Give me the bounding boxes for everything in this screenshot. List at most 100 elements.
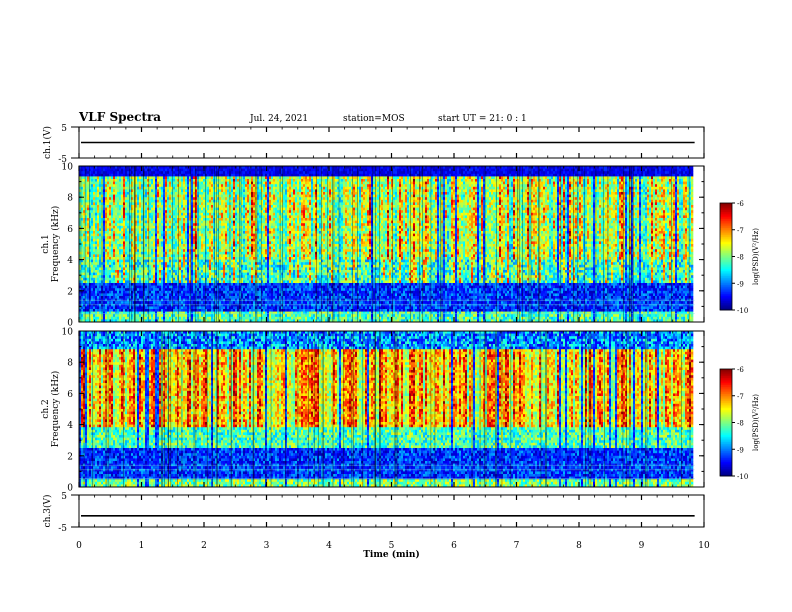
ch1-spec-cell [147, 249, 150, 253]
ch1-spec-cell [85, 220, 88, 224]
ch1-spec-cell [113, 168, 116, 172]
ch1-spec-cell [117, 197, 120, 201]
ch1-spec-cell [145, 316, 148, 320]
ch1-spec-cell [193, 319, 196, 323]
ch1-spec-cell [163, 168, 166, 172]
ch1-spec-cell [89, 176, 92, 180]
ch1-spec-cell [239, 231, 242, 234]
ch1-spec-cell [135, 277, 138, 281]
ch1-spec-cell [171, 285, 174, 289]
ch1-spec-cell [79, 285, 82, 289]
ch1-spec-cell [193, 186, 196, 190]
ch1-spec-cell [213, 259, 216, 263]
ch1-spec-cell [119, 283, 122, 286]
ch1-spec-cell [227, 262, 230, 266]
ch1-spec-cell [129, 199, 132, 203]
ch1-spec-cell [157, 319, 160, 323]
ch1-spec-cell [181, 199, 184, 203]
ch1-spec-cell [199, 257, 202, 260]
ch1-spec-cell [237, 194, 240, 198]
ch1-spec-cell [237, 270, 240, 273]
ch1-spec-cell [239, 257, 242, 260]
ch1-spec-cell [91, 210, 94, 214]
ch1-spec-cell [233, 236, 236, 240]
ch1-spec-cell [179, 251, 182, 255]
ch1-spec-cell [179, 303, 182, 307]
ch1-spec-cell [91, 207, 94, 211]
ch1-spec-cell [97, 223, 100, 227]
ch1-spec-cell [79, 199, 82, 203]
ch1-spec-cell [121, 267, 124, 271]
ch1-spec-cell [91, 179, 94, 182]
ch1-spec-cell [105, 220, 108, 224]
ch1-spec-cell [125, 314, 128, 318]
ch1-spec-cell [141, 293, 144, 297]
ch1-spec-cell [219, 290, 222, 294]
ch1-spec-cell [161, 223, 164, 227]
ch1-spec-cell [79, 212, 82, 216]
ch1-spec-cell [167, 296, 170, 299]
ch1-spec-cell [155, 231, 158, 234]
ch1-spec-cell [135, 303, 138, 307]
ch1-spec-cell [173, 303, 176, 307]
ch1-spec-cell [95, 184, 98, 188]
ch1-spec-cell [171, 197, 174, 201]
ch1-spec-cell [79, 179, 82, 182]
ch1-spec-cell [221, 184, 224, 188]
ch1-spec-cell [237, 264, 240, 268]
ch1-spec-cell [225, 311, 228, 315]
ch1-spec-cell [137, 290, 140, 294]
ch1-spec-cell [113, 189, 116, 193]
ch1-spec-cell [83, 192, 86, 195]
ch1-spec-cell [241, 303, 244, 307]
ch1-spec-cell [211, 259, 214, 263]
ch1-spec-cell [165, 280, 168, 284]
ch1-spec-cell [233, 319, 236, 323]
ch1-spec-cell [113, 272, 116, 276]
ch1-spec-cell [81, 207, 84, 211]
ch1-spec-cell [187, 210, 190, 214]
ch1-spec-cell [227, 246, 230, 250]
ch1-spec-cell [239, 249, 242, 253]
ch1-spec-cell [243, 306, 246, 310]
ch1-spec-cell [171, 202, 174, 206]
ch1-spec-cell [175, 275, 178, 279]
ch1-spec-cell [211, 319, 214, 323]
ch1-spec-cell [207, 184, 210, 188]
ch1-spec-cell [149, 176, 152, 180]
ch1-spec-cell [95, 306, 98, 310]
ch1-spec-cell [209, 202, 212, 206]
ch1-spec-cell [79, 189, 82, 193]
ch1-spec-cell [161, 314, 164, 318]
ch1-spec-cell [91, 225, 94, 229]
ch1-spec-cell [183, 303, 186, 307]
ch1-spec-cell [157, 181, 160, 185]
ch1-spec-cell [203, 181, 206, 185]
ch1-spec-cell [121, 251, 124, 255]
ch1-spec-cell [145, 241, 148, 245]
ch1-spec-cell [139, 311, 142, 315]
ch1-spec-cell [135, 309, 138, 312]
ch1-spec-cell [183, 233, 186, 237]
ch1-spec-cell [207, 270, 210, 273]
ch1-spec-cell [127, 280, 130, 284]
ch1-spec-cell [203, 306, 206, 310]
ch1-spec-cell [89, 220, 92, 224]
ch1-spec-cell [121, 233, 124, 237]
ch1-spec-cell [121, 309, 124, 312]
ch1-spec-cell [91, 223, 94, 227]
ch1-spec-cell [113, 166, 116, 169]
ch1-spec-cell [207, 280, 210, 284]
ch1-spec-cell [181, 220, 184, 224]
ch1-spec-cell [243, 231, 246, 234]
ch1-spec-cell [151, 199, 154, 203]
ch1-spec-cell [115, 293, 118, 297]
ch1-spec-cell [235, 225, 238, 229]
ch1-spec-cell [167, 192, 170, 195]
ch1-spec-cell [123, 262, 126, 266]
ch1-spec-cell [209, 288, 212, 292]
ch1-spec-cell [91, 231, 94, 234]
ch1-spec-cell [155, 249, 158, 253]
ch1-spec-cell [201, 311, 204, 315]
ch1-spec-cell [207, 257, 210, 260]
